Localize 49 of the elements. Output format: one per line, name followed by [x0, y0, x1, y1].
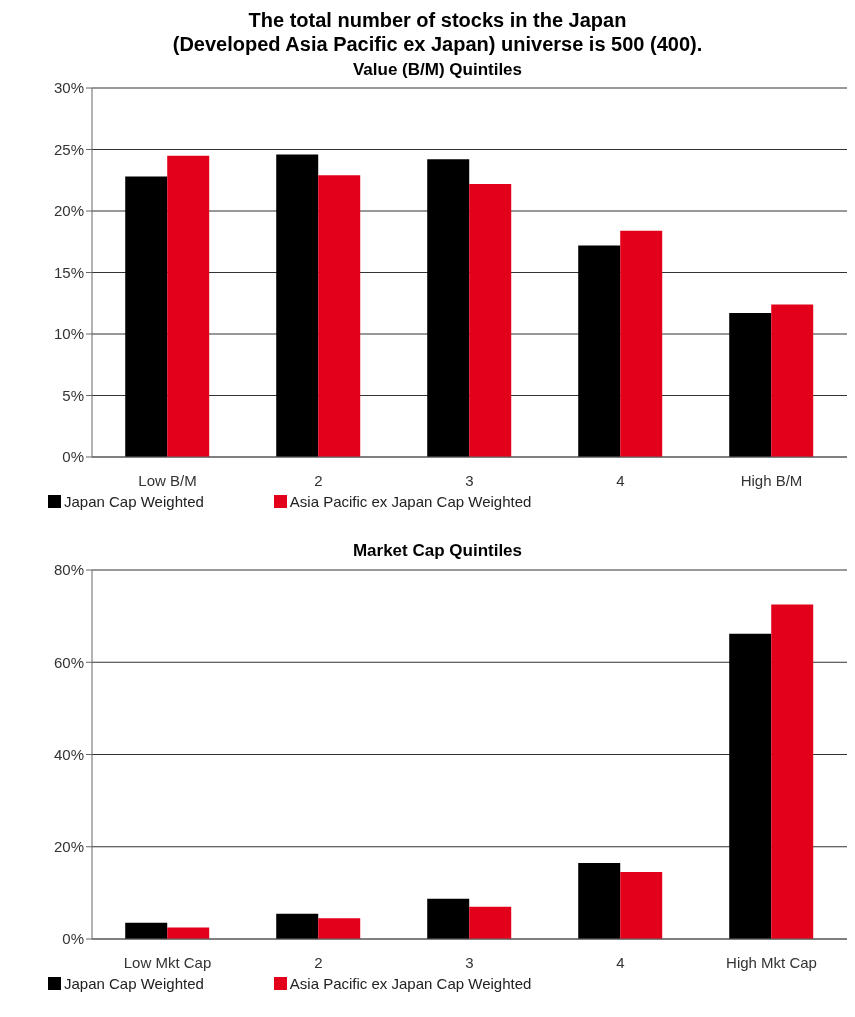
bar	[578, 862, 621, 939]
x-tick-label: 3	[465, 953, 474, 971]
bar	[427, 159, 470, 457]
bar	[771, 304, 814, 457]
x-tick-label: 3	[465, 471, 474, 489]
bar	[729, 633, 772, 939]
y-tick-label: 0%	[62, 930, 84, 948]
chart-title: The total number of stocks in the Japan (Developed Asia Pacific ex Japan) universe is 500 (400).	[171, 8, 704, 56]
y-tick-label: 0%	[62, 448, 84, 466]
y-tick-label: 80%	[53, 561, 84, 579]
chart-subtitle: Value (B/M) Quintiles	[351, 60, 524, 80]
x-tick-label: 2	[314, 471, 323, 489]
x-tick-label: 2	[314, 953, 323, 971]
bar	[771, 604, 814, 939]
y-tick-label: 20%	[53, 838, 84, 856]
bar	[276, 154, 319, 457]
bar	[729, 313, 772, 457]
x-tick-label: High B/M	[740, 471, 803, 489]
bar	[167, 155, 210, 457]
bar	[167, 927, 210, 939]
y-tick-label: 30%	[53, 79, 84, 97]
y-tick-label: 25%	[53, 140, 84, 158]
y-tick-label: 15%	[53, 263, 84, 281]
bar	[620, 872, 663, 939]
x-tick-label: Low B/M	[138, 471, 197, 489]
y-tick-label: 5%	[62, 386, 84, 404]
y-tick-label: 20%	[53, 202, 84, 220]
bar	[318, 175, 361, 457]
x-tick-label: High Mkt Cap	[726, 953, 817, 971]
bar	[578, 245, 621, 457]
legend-label: Asia Pacific ex Japan Cap Weighted	[289, 493, 532, 510]
legend-label: Asia Pacific ex Japan Cap Weighted	[289, 975, 532, 992]
y-tick-label: 60%	[53, 653, 84, 671]
chart-title: Market Cap Quintiles	[351, 540, 524, 562]
bar	[276, 913, 319, 939]
bar	[620, 230, 663, 457]
y-tick-label: 40%	[53, 745, 84, 763]
legend-label: Japan Cap Weighted	[64, 975, 204, 992]
bar	[125, 922, 168, 939]
x-tick-label: Low Mkt Cap	[123, 953, 212, 971]
bar	[125, 176, 168, 457]
x-tick-label: 4	[616, 471, 625, 489]
bar	[318, 918, 361, 939]
legend-label: Japan Cap Weighted	[64, 493, 204, 510]
y-tick-label: 10%	[53, 325, 84, 343]
bar	[427, 898, 470, 939]
bar	[469, 906, 512, 939]
x-tick-label: 4	[616, 953, 625, 971]
bar	[469, 183, 512, 457]
